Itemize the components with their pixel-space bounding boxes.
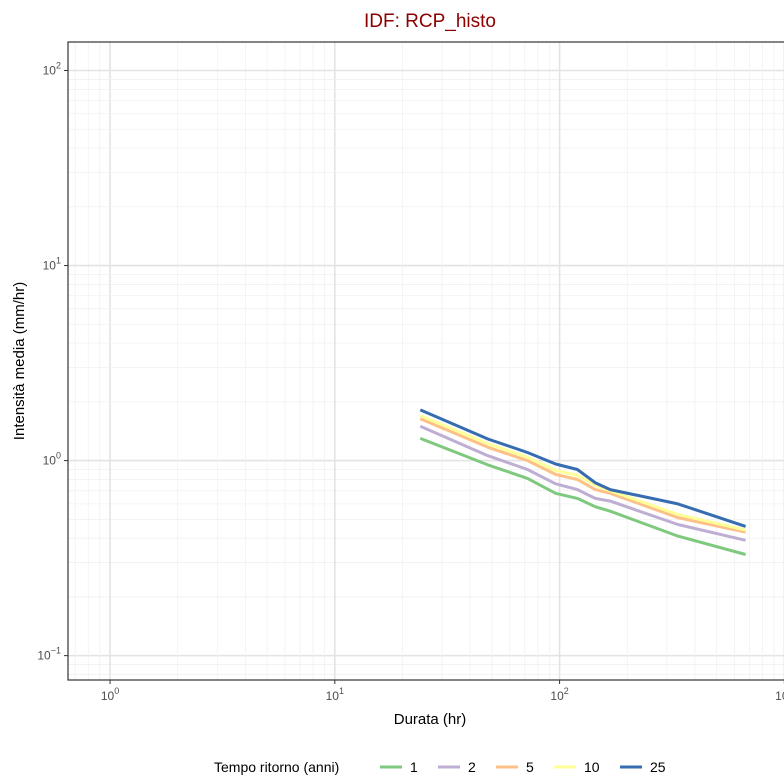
series-line-5 [419,417,746,534]
series-line-10 [419,414,746,532]
legend-title: Tempo ritorno (anni) [214,759,339,775]
x-tick-label: 100 [101,686,119,703]
y-tick-label: 100 [43,451,61,468]
legend-label-2: 2 [468,759,476,775]
y-tick-labels: 10−1 100 101 102 [37,61,68,663]
y-tick-label: 102 [43,61,61,78]
x-tick-label: 102 [550,686,568,703]
y-tick-label: 10−1 [37,646,61,663]
series-line-2 [419,424,746,542]
series-line-1 [419,437,746,556]
chart-title: IDF: RCP_histo [364,11,496,32]
y-tick-label: 101 [43,256,61,273]
x-tick-label: 103 [775,686,784,703]
legend-label-10: 10 [584,759,600,775]
x-tick-label: 101 [326,686,344,703]
series-line-25 [419,408,747,528]
legend-label-25: 25 [650,759,666,775]
legend-label-5: 5 [526,759,534,775]
y-axis-title: Intensità media (mm/hr) [11,282,28,440]
legend-label-1: 1 [410,759,418,775]
x-tick-labels: 100 101 102 103 [101,680,784,703]
series-layer [419,408,747,556]
panel-border [67,41,784,681]
legend: Tempo ritorno (anni) 1 2 5 10 25 [214,759,666,775]
x-axis-title: Durata (hr) [394,711,467,728]
grid-layer [68,42,784,680]
